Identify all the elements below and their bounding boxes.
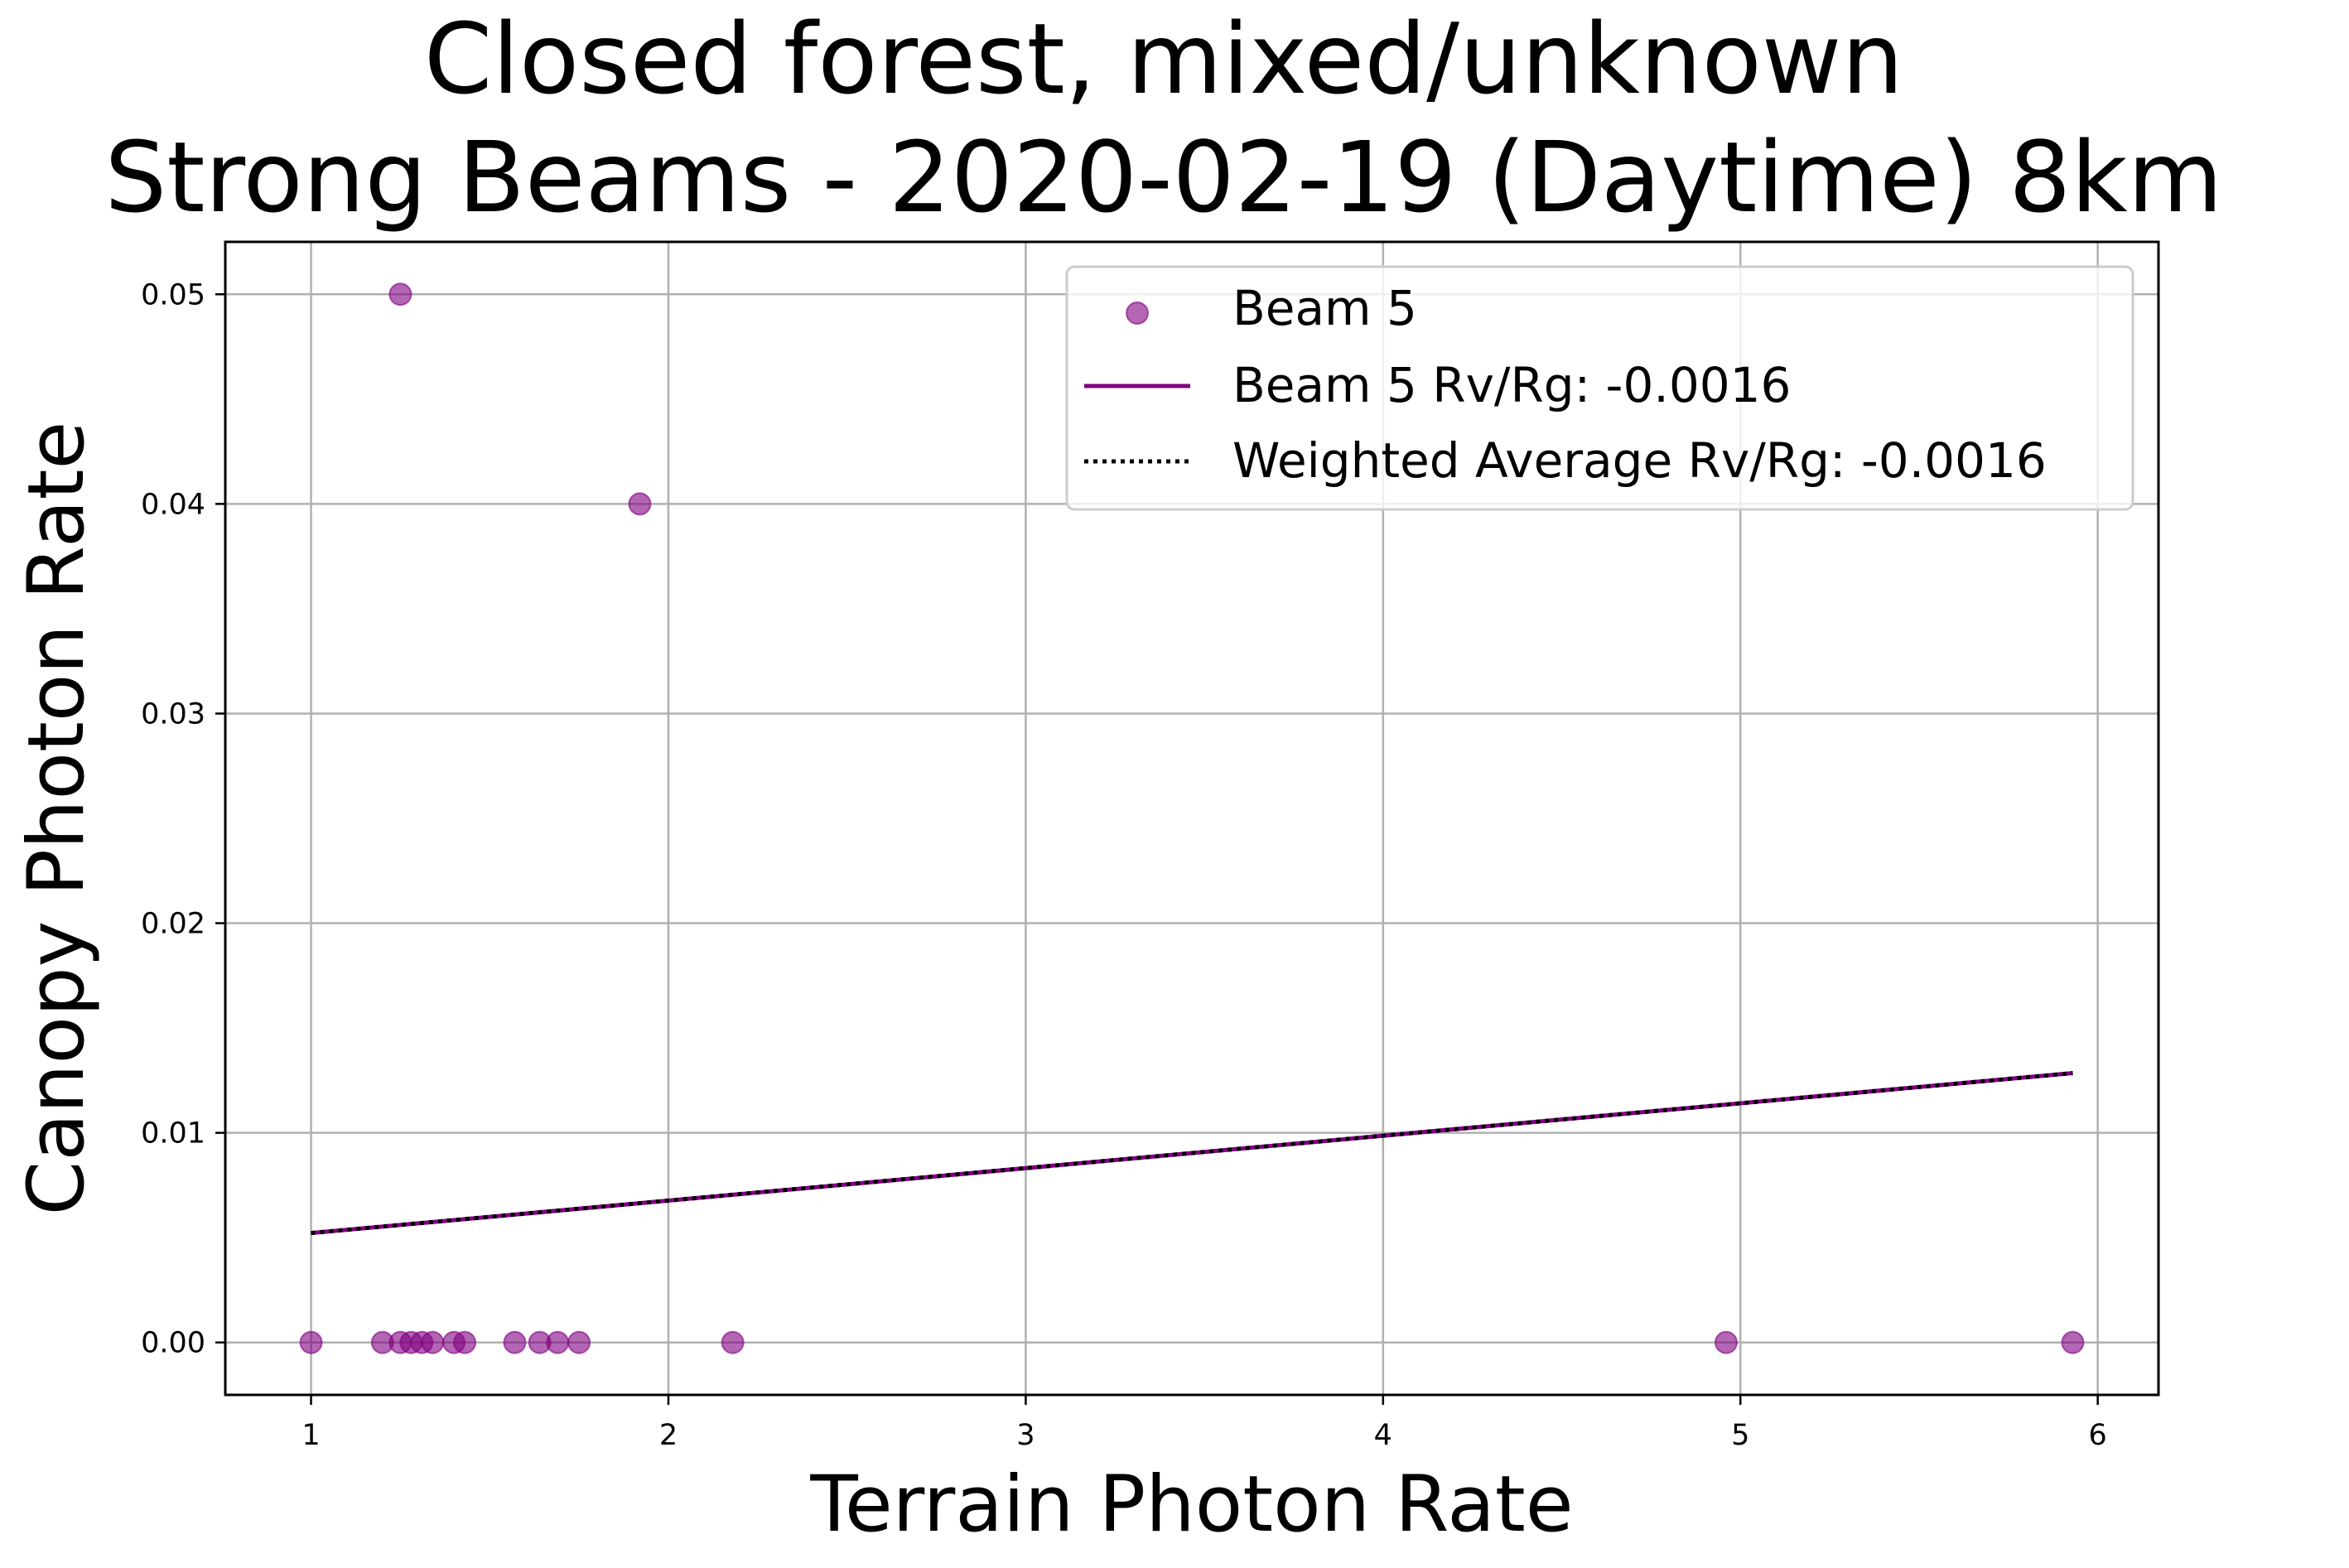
scatter-point bbox=[299, 1330, 323, 1354]
x-tick-label: 6 bbox=[2089, 1419, 2107, 1452]
scatter-point bbox=[503, 1330, 527, 1354]
scatter-point bbox=[421, 1330, 445, 1354]
plot-frame bbox=[224, 240, 2160, 1397]
legend-label-beam-5: Beam 5 bbox=[1232, 280, 1417, 336]
legend-label-weighted-average: Weighted Average Rv/Rg: -0.0016 bbox=[1232, 432, 2047, 489]
scatter-point bbox=[2061, 1330, 2085, 1354]
scatter-point bbox=[721, 1330, 745, 1354]
y-tick-label: 0.01 bbox=[141, 1117, 205, 1151]
y-axis-label: Canopy Photon Rate bbox=[12, 422, 102, 1216]
scatter-point bbox=[628, 492, 652, 516]
legend-box bbox=[1065, 265, 2134, 511]
scatter-point bbox=[567, 1330, 591, 1354]
scatter-point bbox=[1714, 1330, 1738, 1354]
weighted-average-line bbox=[311, 1071, 2073, 1236]
legend-label-beam-5-fit: Beam 5 Rv/Rg: -0.0016 bbox=[1232, 357, 1791, 413]
x-tick-label: 3 bbox=[1016, 1419, 1035, 1452]
y-tick-label: 0.02 bbox=[141, 908, 205, 941]
chart-title-line-2: Strong Beams - 2020-02-19 (Daytime) 8km bbox=[104, 120, 2222, 234]
y-tick-label: 0.04 bbox=[141, 488, 205, 521]
scatter-point bbox=[388, 282, 412, 306]
ticks: 1 2 3 4 5 6 0.00 0.01 0.02 0.03 0.04 0.05 bbox=[141, 278, 2107, 1452]
x-tick-label: 5 bbox=[1731, 1419, 1749, 1452]
x-tick-label: 2 bbox=[659, 1419, 678, 1452]
y-tick-label: 0.03 bbox=[141, 697, 205, 731]
scatter-point bbox=[546, 1330, 570, 1354]
legend: Beam 5 Beam 5 Rv/Rg: -0.0016 Weighted Av… bbox=[1065, 265, 2134, 511]
y-tick-label: 0.05 bbox=[141, 278, 205, 311]
legend-marker-beam-5 bbox=[1126, 302, 1149, 325]
x-tick-label: 4 bbox=[1374, 1419, 1392, 1452]
fit-lines bbox=[311, 1071, 2073, 1236]
y-tick-label: 0.00 bbox=[141, 1327, 205, 1360]
chart-title-line-1: Closed forest, mixed/unknown bbox=[424, 2, 1903, 116]
scatter-point bbox=[453, 1330, 477, 1354]
chart-title: Closed forest, mixed/unknown Strong Beam… bbox=[104, 2, 2222, 234]
x-axis-label: Terrain Photon Rate bbox=[809, 1459, 1573, 1550]
scatter-points bbox=[299, 282, 2085, 1354]
x-tick-label: 1 bbox=[301, 1419, 320, 1452]
